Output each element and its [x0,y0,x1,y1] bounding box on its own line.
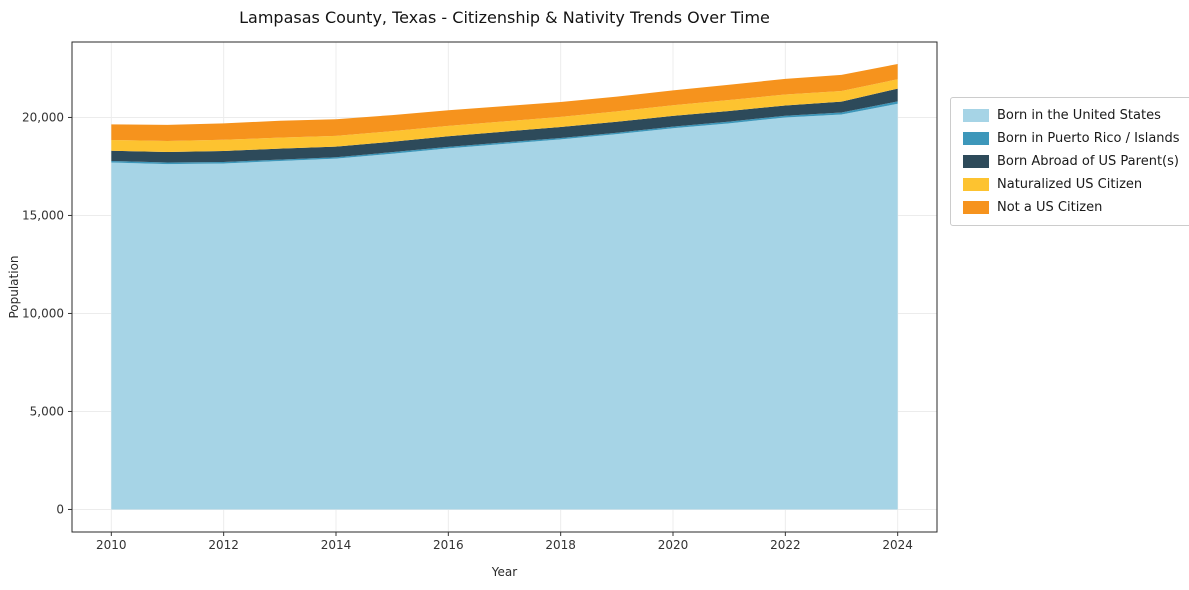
legend-label: Born in the United States [997,108,1161,123]
x-tick-label: 2020 [658,538,689,552]
area-series-3 [111,79,898,152]
x-tick-label: 2018 [545,538,576,552]
plot-frame [71,41,938,533]
chart-title: Lampasas County, Texas - Citizenship & N… [239,8,770,27]
legend-item-2: Born Abroad of US Parent(s) [963,154,1180,169]
legend-label: Naturalized US Citizen [997,177,1143,192]
y-tick-label: 10,000 [22,306,64,320]
y-tick-label: 5,000 [30,404,64,418]
y-tick-label: 20,000 [22,110,64,124]
y-tick-label: 0 [56,502,64,516]
y-axis-label: Population [7,255,21,319]
legend-item-3: Naturalized US Citizen [963,177,1180,192]
legend-label: Born Abroad of US Parent(s) [997,154,1179,169]
x-tick-label: 2010 [96,538,127,552]
x-tick-label: 2014 [321,538,352,552]
legend-swatch [963,155,989,168]
y-tick-label: 15,000 [22,208,64,222]
x-tick-label: 2022 [770,538,801,552]
legend-label: Not a US Citizen [997,200,1103,215]
x-tick-label: 2016 [433,538,464,552]
legend-swatch [963,132,989,145]
legend-swatch [963,178,989,191]
legend-swatch [963,109,989,122]
legend-swatch [963,201,989,214]
legend-item-4: Not a US Citizen [963,200,1180,215]
legend: Born in the United States Born in Puerto … [950,97,1189,226]
area-series-0 [111,103,898,510]
area-series-2 [111,88,898,163]
x-tick-label: 2024 [882,538,913,552]
legend-item-1: Born in Puerto Rico / Islands [963,131,1180,146]
x-tick-label: 2012 [208,538,239,552]
legend-label: Born in Puerto Rico / Islands [997,131,1180,146]
legend-item-0: Born in the United States [963,108,1180,123]
x-axis-label: Year [491,565,518,579]
area-series-4 [111,63,898,141]
